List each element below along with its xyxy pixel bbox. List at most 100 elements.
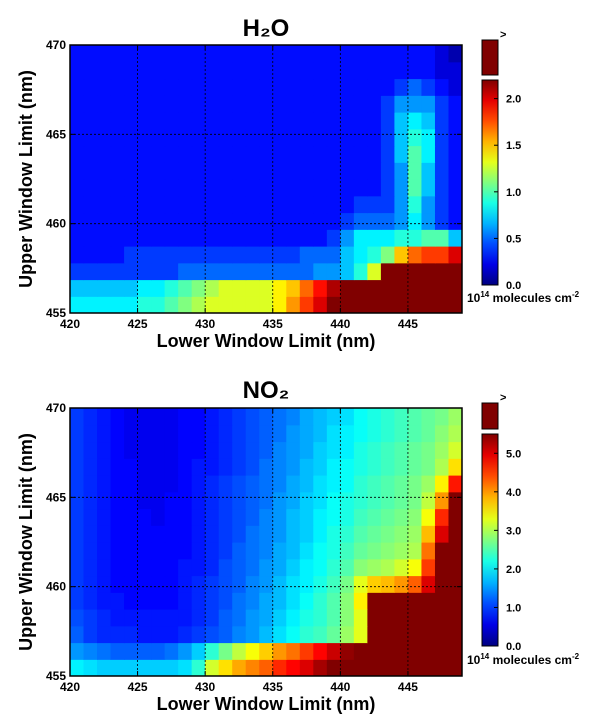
heatmap-cell: [110, 78, 125, 96]
heatmap-cell: [124, 592, 139, 610]
heatmap-cell: [380, 61, 396, 80]
heatmap-cell: [313, 78, 328, 96]
heatmap-cell: [394, 61, 409, 80]
heatmap-cell: [407, 162, 423, 180]
heatmap-cell: [259, 542, 274, 560]
heatmap-cell: [299, 246, 314, 264]
heatmap-cell: [407, 179, 423, 197]
heatmap-cell: [191, 95, 206, 113]
heatmap-cell: [272, 229, 287, 247]
heatmap-cell: [124, 145, 139, 163]
heatmap-cell: [340, 162, 355, 180]
x-tick-label: 435: [263, 680, 283, 694]
heatmap-cell: [353, 212, 368, 230]
heatmap-cell: [380, 609, 396, 627]
heatmap-cell: [448, 262, 462, 281]
heatmap-cell: [448, 61, 462, 80]
heatmap-cell: [380, 491, 396, 510]
heatmap-cell: [259, 279, 274, 297]
heatmap-cell: [286, 162, 301, 180]
heatmap-cell: [137, 162, 152, 180]
heatmap-cell: [421, 424, 436, 443]
heatmap-cell: [137, 592, 152, 610]
heatmap-cell: [70, 128, 85, 147]
heatmap-cell: [151, 162, 166, 180]
heatmap-cell: [326, 609, 341, 627]
heatmap-cell: [124, 424, 139, 443]
heatmap-cell: [313, 659, 328, 676]
heatmap-cell: [326, 195, 341, 214]
heatmap-cell: [245, 162, 260, 180]
heatmap-cell: [272, 525, 287, 543]
heatmap-cell: [124, 659, 139, 676]
colorbar-overflow-label: >: [500, 29, 506, 41]
heatmap-cell: [178, 625, 193, 644]
heatmap-cell: [326, 229, 341, 247]
heatmap-cell: [245, 491, 260, 510]
x-tick-label: 440: [330, 317, 350, 331]
heatmap-cell: [286, 195, 301, 214]
heatmap-cell: [434, 195, 450, 214]
heatmap-cell: [434, 508, 450, 526]
heatmap-cell: [259, 246, 274, 264]
heatmap-cell: [191, 625, 206, 644]
grid-lines: [70, 408, 462, 676]
heatmap-cell: [394, 508, 409, 526]
heatmap-cell: [205, 179, 220, 197]
heatmap-cell: [394, 162, 409, 180]
heatmap-cell: [299, 195, 314, 214]
heatmap-cell: [164, 458, 179, 476]
heatmap-cell: [313, 642, 328, 660]
heatmap-cell: [407, 441, 423, 459]
heatmap-cell: [97, 195, 112, 214]
heatmap-cell: [448, 575, 462, 593]
heatmap-cell: [97, 592, 112, 610]
heatmap-cell: [124, 179, 139, 197]
heatmap-cell: [448, 441, 462, 459]
heatmap-cell: [232, 95, 247, 113]
heatmap-cell: [191, 246, 206, 264]
heatmap-cell: [151, 508, 166, 526]
heatmap-cell: [245, 592, 260, 610]
heatmap-cell: [137, 441, 152, 459]
heatmap-cell: [272, 179, 287, 197]
heatmap-cell: [313, 246, 328, 264]
heatmap-cell: [70, 246, 85, 264]
heatmap-cell: [164, 212, 179, 230]
heatmap-cell: [164, 229, 179, 247]
heatmap-cell: [421, 195, 436, 214]
heatmap-cell: [70, 95, 85, 113]
heatmap-cell: [218, 642, 233, 660]
heatmap-cell: [205, 112, 220, 130]
heatmap-cell: [70, 508, 85, 526]
heatmap-cell: [70, 659, 85, 676]
heatmap-cell: [367, 642, 382, 660]
heatmap-cell: [124, 279, 139, 297]
heatmap-cell: [70, 441, 85, 459]
heatmap-cell: [313, 162, 328, 180]
heatmap-cell: [272, 659, 287, 676]
heatmap-cell: [313, 592, 328, 610]
heatmap-cell: [421, 212, 436, 230]
heatmap-cell: [110, 625, 125, 644]
unit-part-unit-exp: 14: [480, 290, 489, 299]
heatmap-cell: [434, 558, 450, 577]
heatmap-cell: [191, 542, 206, 560]
heatmap-cell: [326, 128, 341, 147]
heatmap-cell: [407, 525, 423, 543]
y-tick-label: 455: [46, 306, 66, 320]
heatmap-cell: [326, 212, 341, 230]
heatmap-cell: [434, 625, 450, 644]
heatmap-cell: [448, 408, 462, 426]
heatmap-cell: [272, 112, 287, 130]
heatmap-cell: [340, 525, 355, 543]
heatmap-cell: [394, 558, 409, 577]
heatmap-cell: [110, 659, 125, 676]
heatmap-cell: [151, 279, 166, 297]
heatmap-cell: [191, 262, 206, 281]
heatmap-cell: [110, 162, 125, 180]
heatmap-cell: [110, 575, 125, 593]
heatmap-cell: [110, 61, 125, 80]
heatmap-cell: [326, 162, 341, 180]
heatmap-cell: [259, 45, 274, 63]
